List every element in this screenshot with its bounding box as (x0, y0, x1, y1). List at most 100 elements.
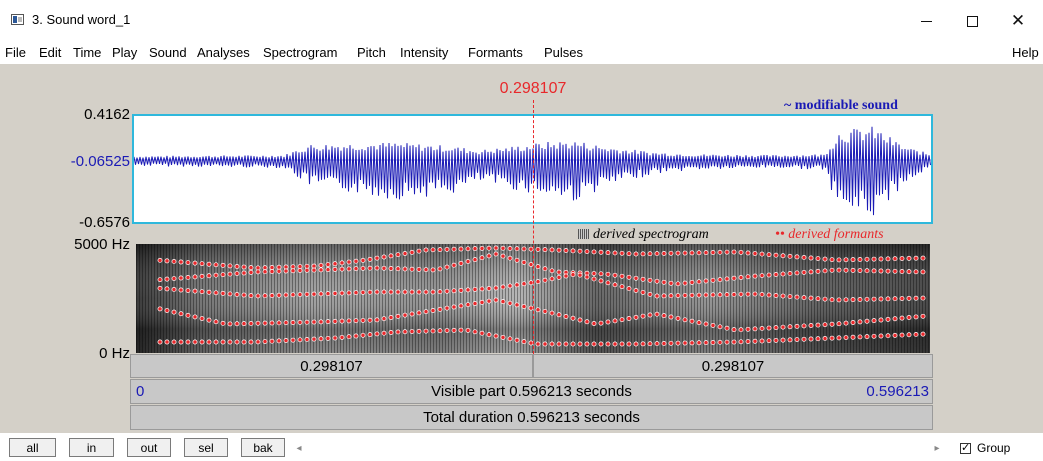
formant-dot (332, 335, 338, 341)
formant-dot (626, 251, 632, 257)
waveform-panel[interactable] (132, 114, 933, 224)
formant-dot (843, 297, 849, 303)
menu-play[interactable]: Play (112, 45, 138, 60)
formant-dot (731, 339, 737, 345)
formant-dot (185, 260, 191, 266)
formant-dot (514, 337, 520, 343)
formant-dot (549, 276, 555, 282)
formant-dot (675, 250, 681, 256)
formant-dot (290, 268, 296, 274)
formant-dot (227, 291, 233, 297)
formant-dot (661, 279, 667, 285)
formant-dot (724, 325, 730, 331)
menu-time[interactable]: Time (73, 45, 102, 60)
formant-dot (192, 274, 198, 280)
formant-dot (682, 317, 688, 323)
menu-sound[interactable]: Sound (149, 45, 187, 60)
minimize-button[interactable] (903, 4, 949, 38)
formant-dot (178, 275, 184, 281)
formant-dot (276, 264, 282, 270)
close-button[interactable]: ✕ (995, 4, 1041, 38)
cursor-time-label: 0.298107 (499, 80, 567, 97)
formant-dot (591, 321, 597, 326)
formant-dot (766, 325, 772, 331)
menu-spectrogram[interactable]: Spectrogram (263, 45, 338, 60)
formant-dot (255, 265, 261, 271)
formant-dot (332, 261, 338, 267)
menu-formants[interactable]: Formants (468, 45, 523, 60)
menu-file[interactable]: File (5, 45, 26, 60)
formant-dot (395, 329, 401, 335)
formant-dot (843, 257, 849, 263)
formant-dot (311, 319, 317, 325)
formant-dot (234, 292, 240, 297)
menu-analyses[interactable]: Analyses (197, 45, 250, 60)
formant-dot (584, 341, 590, 347)
selection-left-bar[interactable]: 0.298107 (130, 354, 533, 378)
formant-dot (367, 289, 373, 295)
zoom-selection-button[interactable]: sel (184, 438, 228, 457)
group-checkbox[interactable]: ✓ (960, 442, 971, 454)
formant-dot (612, 250, 618, 256)
zoom-in-button[interactable]: in (69, 438, 114, 457)
formant-dot (395, 266, 401, 272)
formant-dot (479, 255, 485, 261)
formant-dot (654, 293, 660, 299)
formant-dot (353, 333, 359, 339)
zoom-out-button[interactable]: out (127, 438, 171, 457)
formant-dot (234, 339, 240, 345)
formant-dot (892, 296, 898, 302)
formant-dot (192, 314, 198, 320)
zoom-back-button[interactable]: bak (241, 438, 285, 457)
formant-dot (311, 263, 317, 269)
menu-pitch[interactable]: Pitch (357, 45, 386, 60)
formant-dot (591, 271, 597, 276)
formant-dot (689, 250, 695, 256)
formant-dot (913, 269, 919, 275)
formant-dot (535, 246, 541, 252)
formant-dot (885, 316, 891, 322)
formant-dot (640, 251, 646, 257)
selection-right-bar[interactable]: 0.298107 (533, 354, 933, 378)
spectrogram-y-max: 5000 Hz (74, 236, 130, 253)
formant-dot (493, 251, 499, 257)
formant-dot (486, 332, 492, 338)
formant-dot (584, 249, 590, 255)
formant-dot (675, 281, 681, 287)
formant-dot (507, 255, 513, 261)
formant-dot (766, 252, 772, 258)
formant-dot (444, 288, 450, 294)
formant-dot (388, 315, 394, 320)
formant-dot (822, 296, 828, 302)
formant-dot (591, 249, 597, 255)
formant-dot (640, 341, 646, 347)
formant-dot (626, 341, 632, 347)
formant-dot (465, 246, 471, 252)
horizontal-scrollbar[interactable] (306, 441, 926, 455)
formant-dot (220, 272, 226, 278)
formant-dot (906, 269, 912, 275)
menu-edit[interactable]: Edit (39, 45, 62, 60)
formant-dot (262, 293, 268, 299)
zoom-all-button[interactable]: all (9, 438, 56, 457)
scroll-left-icon[interactable]: ◂ (296, 442, 302, 454)
formant-dot (430, 267, 436, 273)
menu-pulses[interactable]: Pulses (544, 45, 584, 60)
formant-dot (199, 289, 205, 295)
formant-dot (171, 339, 177, 345)
scroll-right-icon[interactable]: ▸ (934, 442, 940, 454)
visible-part-bar[interactable]: 0 Visible part 0.596213 seconds 0.596213 (130, 379, 933, 404)
formant-dot (318, 319, 324, 325)
formant-dot (696, 292, 702, 298)
formant-dot (206, 273, 212, 279)
formant-dot (255, 320, 261, 326)
formant-dot (199, 261, 205, 267)
formant-dot (647, 277, 653, 283)
menu-intensity[interactable]: Intensity (400, 45, 449, 60)
formant-dot (437, 328, 443, 334)
menu-help[interactable]: Help (1012, 45, 1039, 60)
total-duration-bar[interactable]: Total duration 0.596213 seconds (130, 405, 933, 430)
formant-dot (430, 247, 436, 253)
maximize-button[interactable] (949, 4, 995, 38)
cursor-line[interactable] (533, 100, 534, 354)
